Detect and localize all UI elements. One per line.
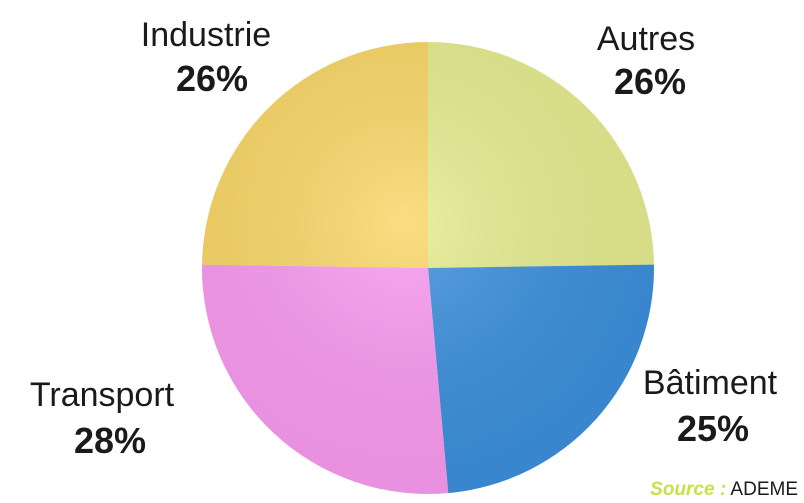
value-label-autres: 26% [614, 61, 686, 102]
source-value: ADEME [730, 479, 798, 500]
source-credit: Source : ADEME [650, 479, 798, 501]
label-autres: Autres [597, 20, 695, 58]
label-industrie: Industrie [141, 16, 271, 54]
value-label-transport: 28% [74, 420, 146, 461]
value-label-industrie: 26% [176, 58, 248, 99]
source-key: Source : [650, 479, 727, 500]
label-batiment: Bâtiment [643, 364, 778, 402]
label-transport: Transport [30, 376, 175, 414]
pie-shading [202, 42, 654, 494]
value-label-batiment: 25% [677, 408, 749, 449]
